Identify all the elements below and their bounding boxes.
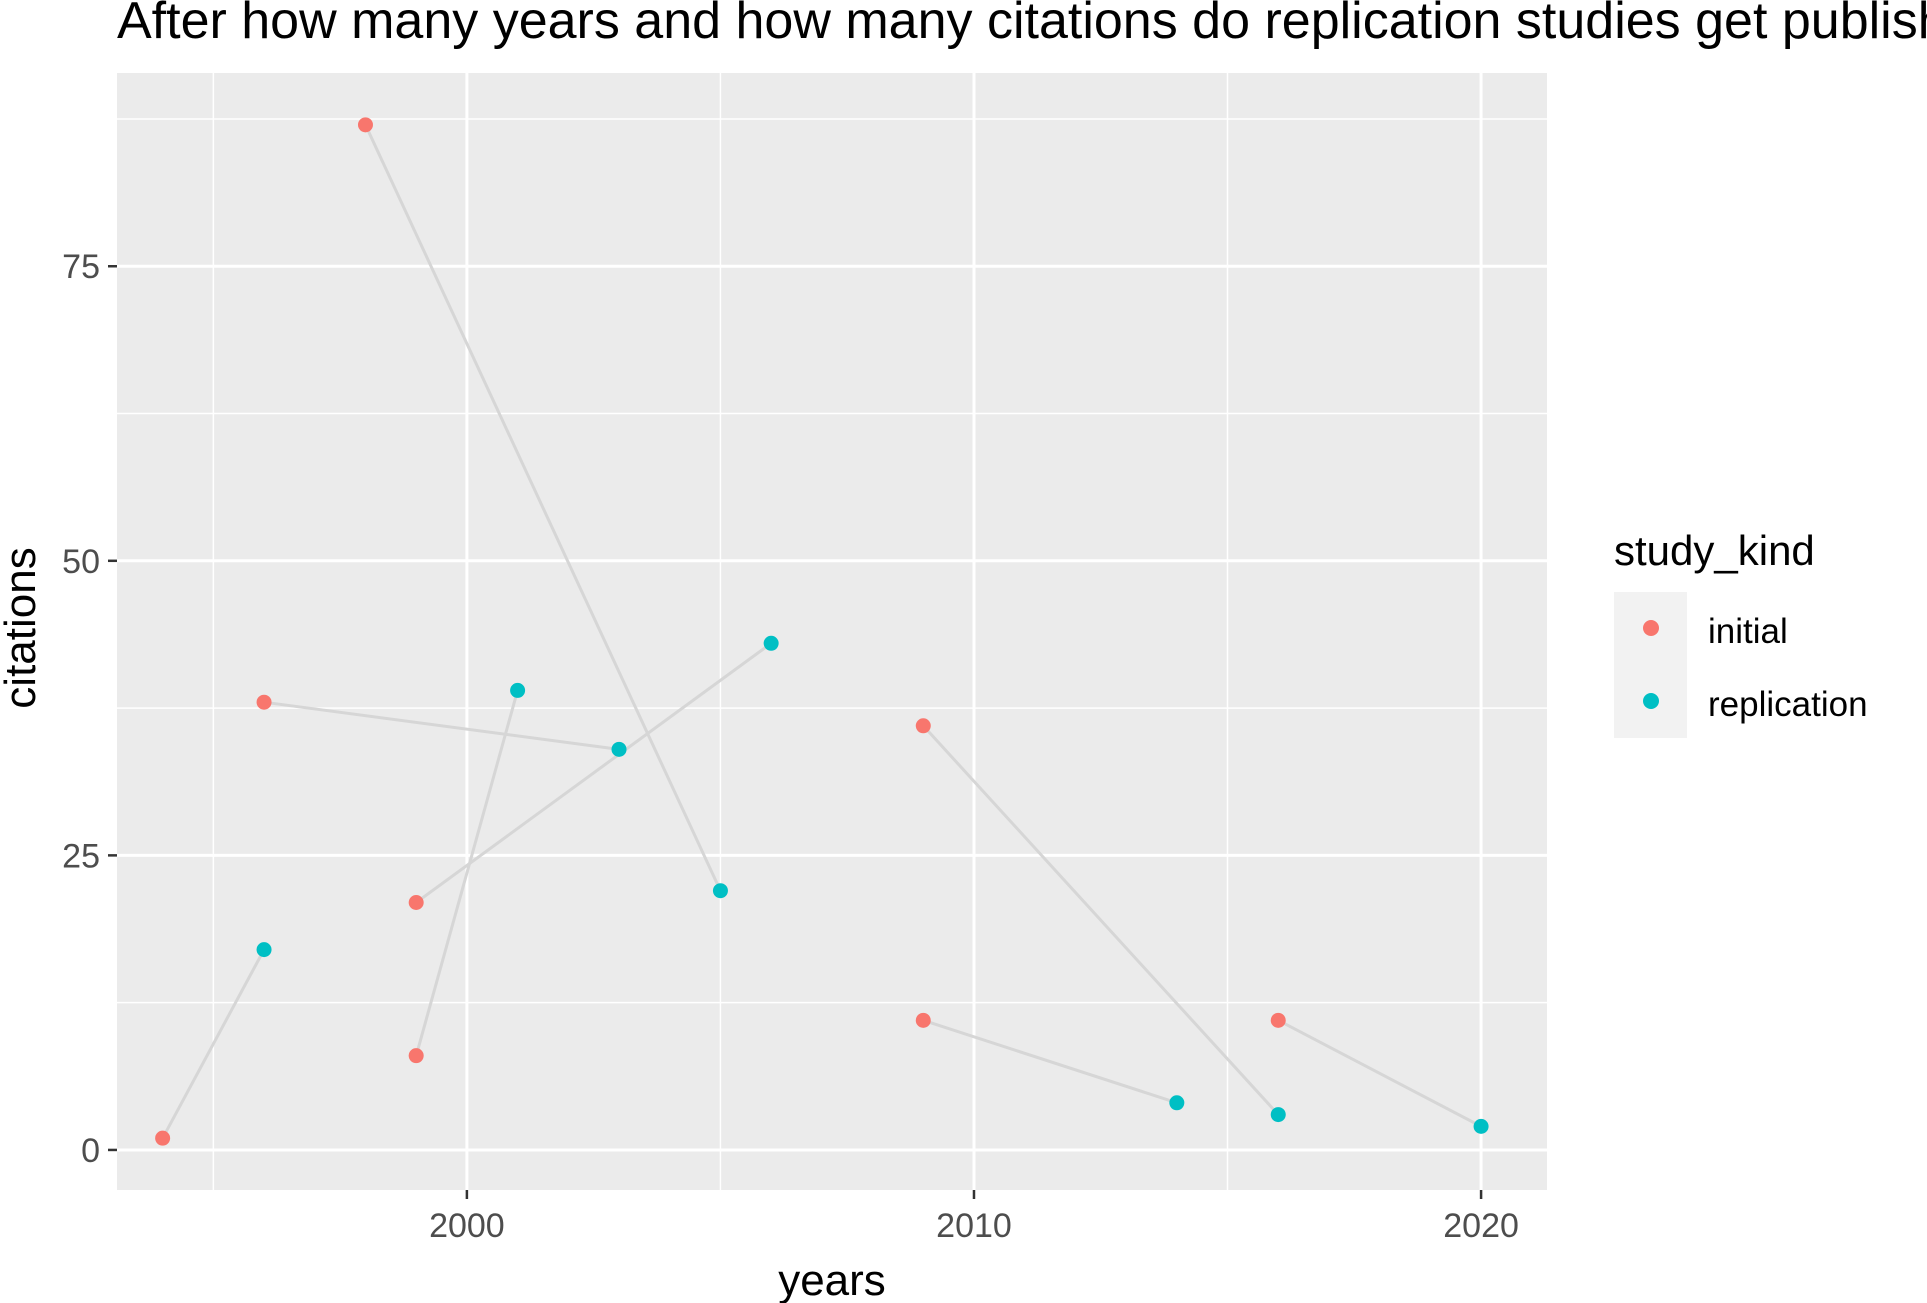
connector-line: [161, 948, 266, 1139]
grid-minor: [117, 73, 1547, 1190]
connector-line: [414, 690, 520, 1057]
connector-line: [922, 724, 1280, 1116]
connector-lines: [161, 124, 1482, 1139]
y-tick-label: 50: [62, 543, 100, 581]
data-points: [155, 117, 1489, 1146]
connector-line: [415, 642, 773, 904]
connector-line: [922, 1018, 1178, 1105]
y-tick-label: 25: [62, 837, 100, 875]
x-axis: 2000 2010 2020: [429, 1190, 1519, 1245]
connector-line: [1277, 1018, 1482, 1128]
connector-line: [364, 124, 722, 892]
legend-key-replication: [1643, 693, 1659, 709]
grid-major: [117, 73, 1547, 1190]
data-point-replication: [1270, 1107, 1286, 1123]
data-point-replication: [763, 635, 779, 651]
plot-panel: [117, 73, 1547, 1190]
data-point-initial: [256, 694, 272, 710]
data-point-replication: [712, 883, 728, 899]
data-point-replication: [510, 682, 526, 698]
legend-title: study_kind: [1614, 527, 1815, 574]
data-point-replication: [611, 741, 627, 757]
x-tick-label: 2020: [1443, 1207, 1519, 1245]
x-tick-label: 2000: [429, 1207, 505, 1245]
connector-line: [263, 700, 620, 751]
data-point-initial: [915, 1012, 931, 1028]
data-point-initial: [357, 117, 373, 133]
data-point-replication: [1473, 1118, 1489, 1134]
y-axis-title: citations: [0, 547, 45, 708]
data-point-replication: [1169, 1095, 1185, 1111]
data-point-initial: [408, 1048, 424, 1064]
chart-title: After how many years and how many citati…: [117, 0, 1927, 50]
y-tick-label: 75: [62, 248, 100, 286]
data-point-initial: [1270, 1012, 1286, 1028]
legend-key-initial: [1643, 620, 1659, 636]
y-axis: 0 25 50 75: [62, 248, 117, 1170]
legend-label-replication: replication: [1708, 685, 1868, 724]
data-point-replication: [256, 942, 272, 958]
data-point-initial: [408, 895, 424, 911]
data-point-initial: [915, 718, 931, 734]
legend: study_kind initial replication: [1614, 527, 1868, 738]
data-point-initial: [155, 1130, 171, 1146]
x-tick-label: 2010: [936, 1207, 1012, 1245]
x-axis-title: years: [778, 1256, 886, 1303]
legend-key-background: [1614, 592, 1687, 738]
y-tick-label: 0: [81, 1132, 100, 1170]
legend-label-initial: initial: [1708, 612, 1788, 651]
